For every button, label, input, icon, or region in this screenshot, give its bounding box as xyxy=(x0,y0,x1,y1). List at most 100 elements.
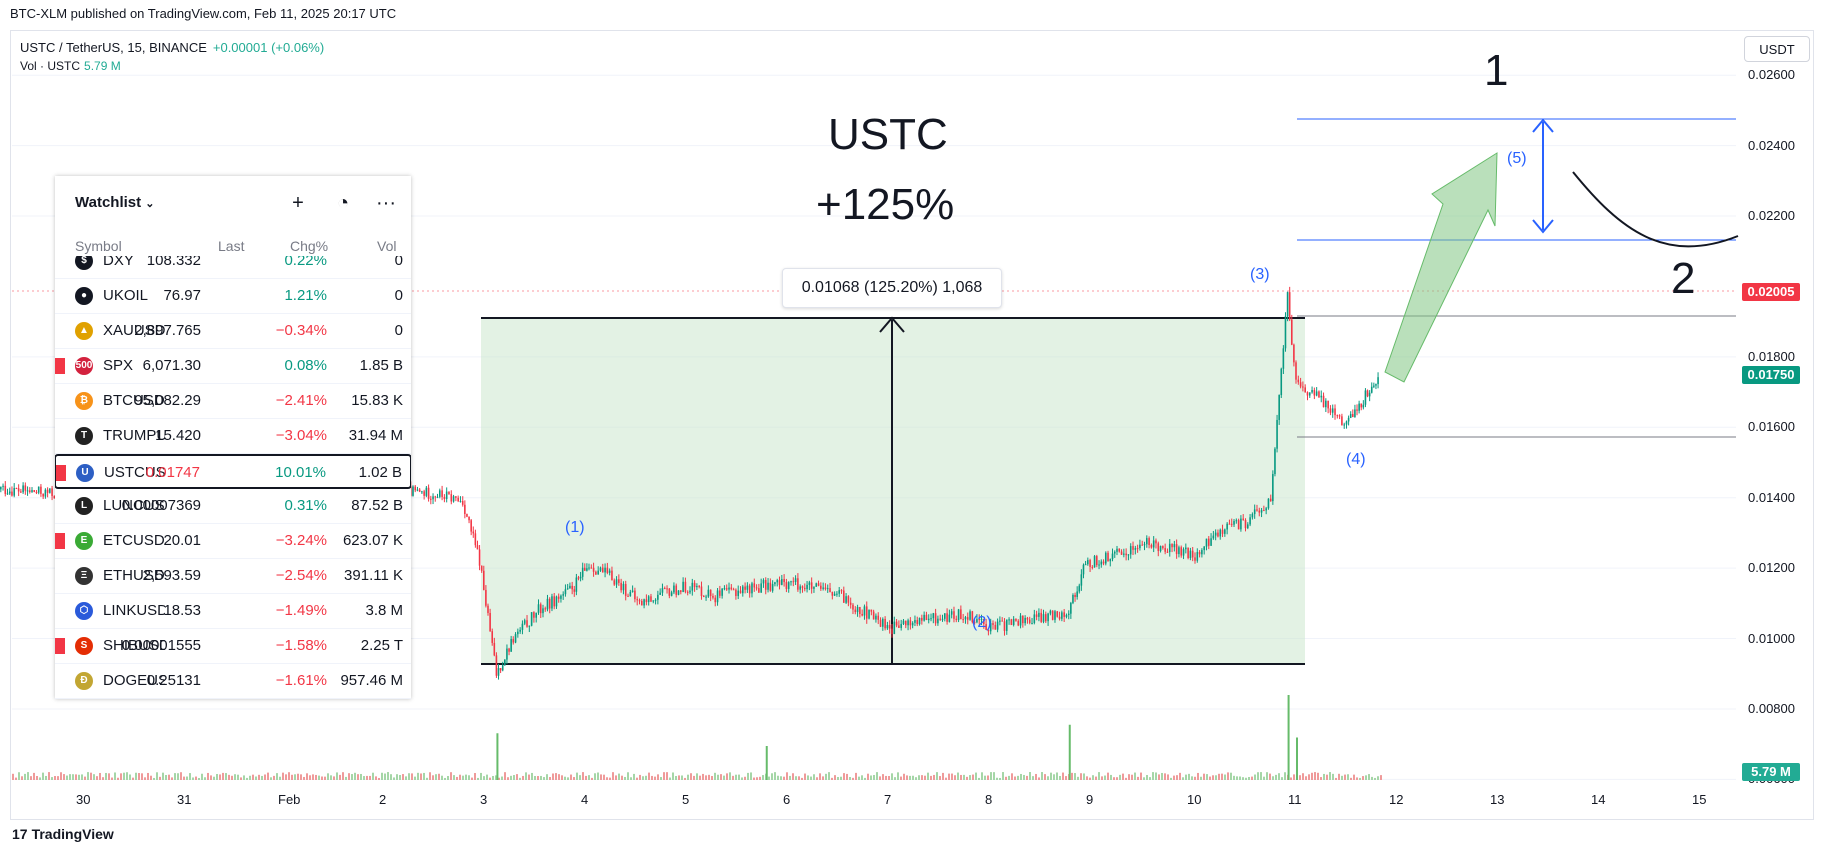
candle-body xyxy=(916,620,919,625)
plus-icon[interactable]: + xyxy=(292,192,304,214)
volume-bar xyxy=(1320,777,1322,780)
volume-bar xyxy=(459,774,461,780)
candle-body xyxy=(682,581,684,592)
chart-pie-icon[interactable]: ◔ xyxy=(336,192,350,214)
candle-body xyxy=(739,590,742,594)
candle-body xyxy=(22,485,24,493)
volume-bar xyxy=(1182,777,1184,780)
candle-body xyxy=(1118,548,1121,552)
column-vol[interactable]: Vol xyxy=(377,238,397,254)
flag-icon[interactable] xyxy=(55,358,65,374)
volume-bar xyxy=(405,776,407,780)
candle-body xyxy=(1242,518,1245,520)
candle-body xyxy=(1047,613,1049,622)
tradingview-brand[interactable]: 17 TradingView xyxy=(12,826,114,842)
volume-bar xyxy=(573,777,575,780)
volume-bar xyxy=(759,776,761,780)
candle-body xyxy=(833,593,836,596)
flag-icon[interactable] xyxy=(55,638,65,654)
watchlist-row[interactable]: S SHIBUSDT0.00001555 −1.58% 2.25 T xyxy=(55,629,411,664)
volume-bar xyxy=(489,777,491,780)
watchlist-row[interactable]: U USTCUSDT0.01747 10.01% 1.02 B xyxy=(55,454,411,489)
row-change: −1.58% xyxy=(275,637,327,654)
volume-bar xyxy=(495,775,497,780)
candle-body xyxy=(996,621,999,630)
candle-body xyxy=(801,586,804,588)
candle-body xyxy=(1256,509,1258,511)
volume-bar xyxy=(309,775,311,780)
candle-body xyxy=(461,501,464,505)
candle-body xyxy=(1253,509,1256,515)
column-last[interactable]: Last xyxy=(218,238,245,254)
candle-body xyxy=(432,496,434,500)
candle-body xyxy=(1171,543,1173,548)
volume-bar xyxy=(627,772,629,780)
volume-bar xyxy=(120,773,122,780)
watchlist-row[interactable]: L LUNCUSDT0.00007369 0.31% 87.52 B xyxy=(55,489,411,524)
watchlist-row[interactable]: $ DXY 108.332 0.22% 0 xyxy=(55,256,411,279)
volume-bar xyxy=(876,772,878,780)
row-change: 1.21% xyxy=(284,287,327,304)
volume-bar xyxy=(660,777,662,780)
watchlist-row[interactable]: Ξ ETHUSDT2,593.59 −2.54% 391.11 K xyxy=(55,559,411,594)
volume-bar xyxy=(264,774,266,780)
candle-body xyxy=(459,501,462,503)
candle-body xyxy=(1251,514,1254,518)
volume-bar xyxy=(546,774,548,780)
volume-bar xyxy=(852,777,854,780)
volume-bar xyxy=(990,772,992,780)
candle-body xyxy=(677,590,680,595)
watchlist-row[interactable]: T TRUMPUSDT15.420 −3.04% 31.94 M xyxy=(55,419,411,454)
candle-body xyxy=(882,618,884,627)
candle-body xyxy=(728,587,730,590)
volume-bar xyxy=(786,772,788,780)
watchlist-row[interactable]: E ETCUSDT20.01 −3.24% 623.07 K xyxy=(55,524,411,559)
watchlist-row[interactable]: ₿ BTCUSDT95,082.29 −2.41% 15.83 K xyxy=(55,384,411,419)
volume-bar xyxy=(1377,776,1379,780)
candle-body xyxy=(675,585,678,595)
column-chg[interactable]: Chg% xyxy=(290,238,329,254)
watchlist-title-button[interactable]: Watchlist ⌄ xyxy=(75,194,155,211)
watchlist-row[interactable]: ⬡ LINKUSDT18.53 −1.49% 3.8 M xyxy=(55,594,411,629)
watchlist-row[interactable]: ● UKOIL 76.97 1.21% 0 xyxy=(55,279,411,314)
candle-body xyxy=(645,599,648,603)
candle-body xyxy=(1288,292,1291,320)
column-symbol[interactable]: Symbol xyxy=(75,238,122,254)
row-last: 0.01747 xyxy=(145,464,200,481)
candle-body xyxy=(923,614,925,621)
watchlist-row[interactable]: ▲ XAUUSD 2,897.765 −0.34% 0 xyxy=(55,314,411,349)
currency-button[interactable]: USDT xyxy=(1744,36,1810,62)
candle-body xyxy=(519,629,521,632)
watchlist-row[interactable]: Ð DOGEUSDT0.25131 −1.61% 957.46 M xyxy=(55,664,411,699)
candle-body xyxy=(523,620,526,624)
flag-icon[interactable] xyxy=(55,533,65,549)
volume-bar xyxy=(303,776,305,780)
x-tick-label: 5 xyxy=(682,792,690,807)
candle-body xyxy=(430,498,432,500)
volume-bar xyxy=(93,774,95,780)
volume-bar xyxy=(474,773,476,780)
volume-bar xyxy=(132,777,134,780)
candle-body xyxy=(1217,532,1219,537)
candle-body xyxy=(787,582,790,589)
candle-body xyxy=(1354,409,1356,418)
volume-bar xyxy=(1317,772,1319,780)
volume-bar xyxy=(1380,775,1382,780)
row-last: 76.97 xyxy=(163,287,201,304)
volume-bar xyxy=(816,777,818,780)
candle-body xyxy=(1203,546,1205,551)
tradingview-logo-icon: 17 xyxy=(12,826,28,842)
volume-bar xyxy=(1095,776,1097,780)
flag-icon[interactable] xyxy=(56,465,66,481)
candle-body xyxy=(627,595,629,597)
candle-body xyxy=(829,588,831,593)
volume-bar xyxy=(18,772,20,780)
more-icon[interactable]: ··· xyxy=(376,192,396,214)
volume-bar xyxy=(1125,777,1127,780)
candle-body xyxy=(781,579,783,585)
watchlist-row[interactable]: 500 SPX 6,071.30 0.08% 1.85 B xyxy=(55,349,411,384)
volume-bar xyxy=(696,773,698,780)
volume-bar xyxy=(138,773,140,780)
candle-body xyxy=(783,579,785,583)
